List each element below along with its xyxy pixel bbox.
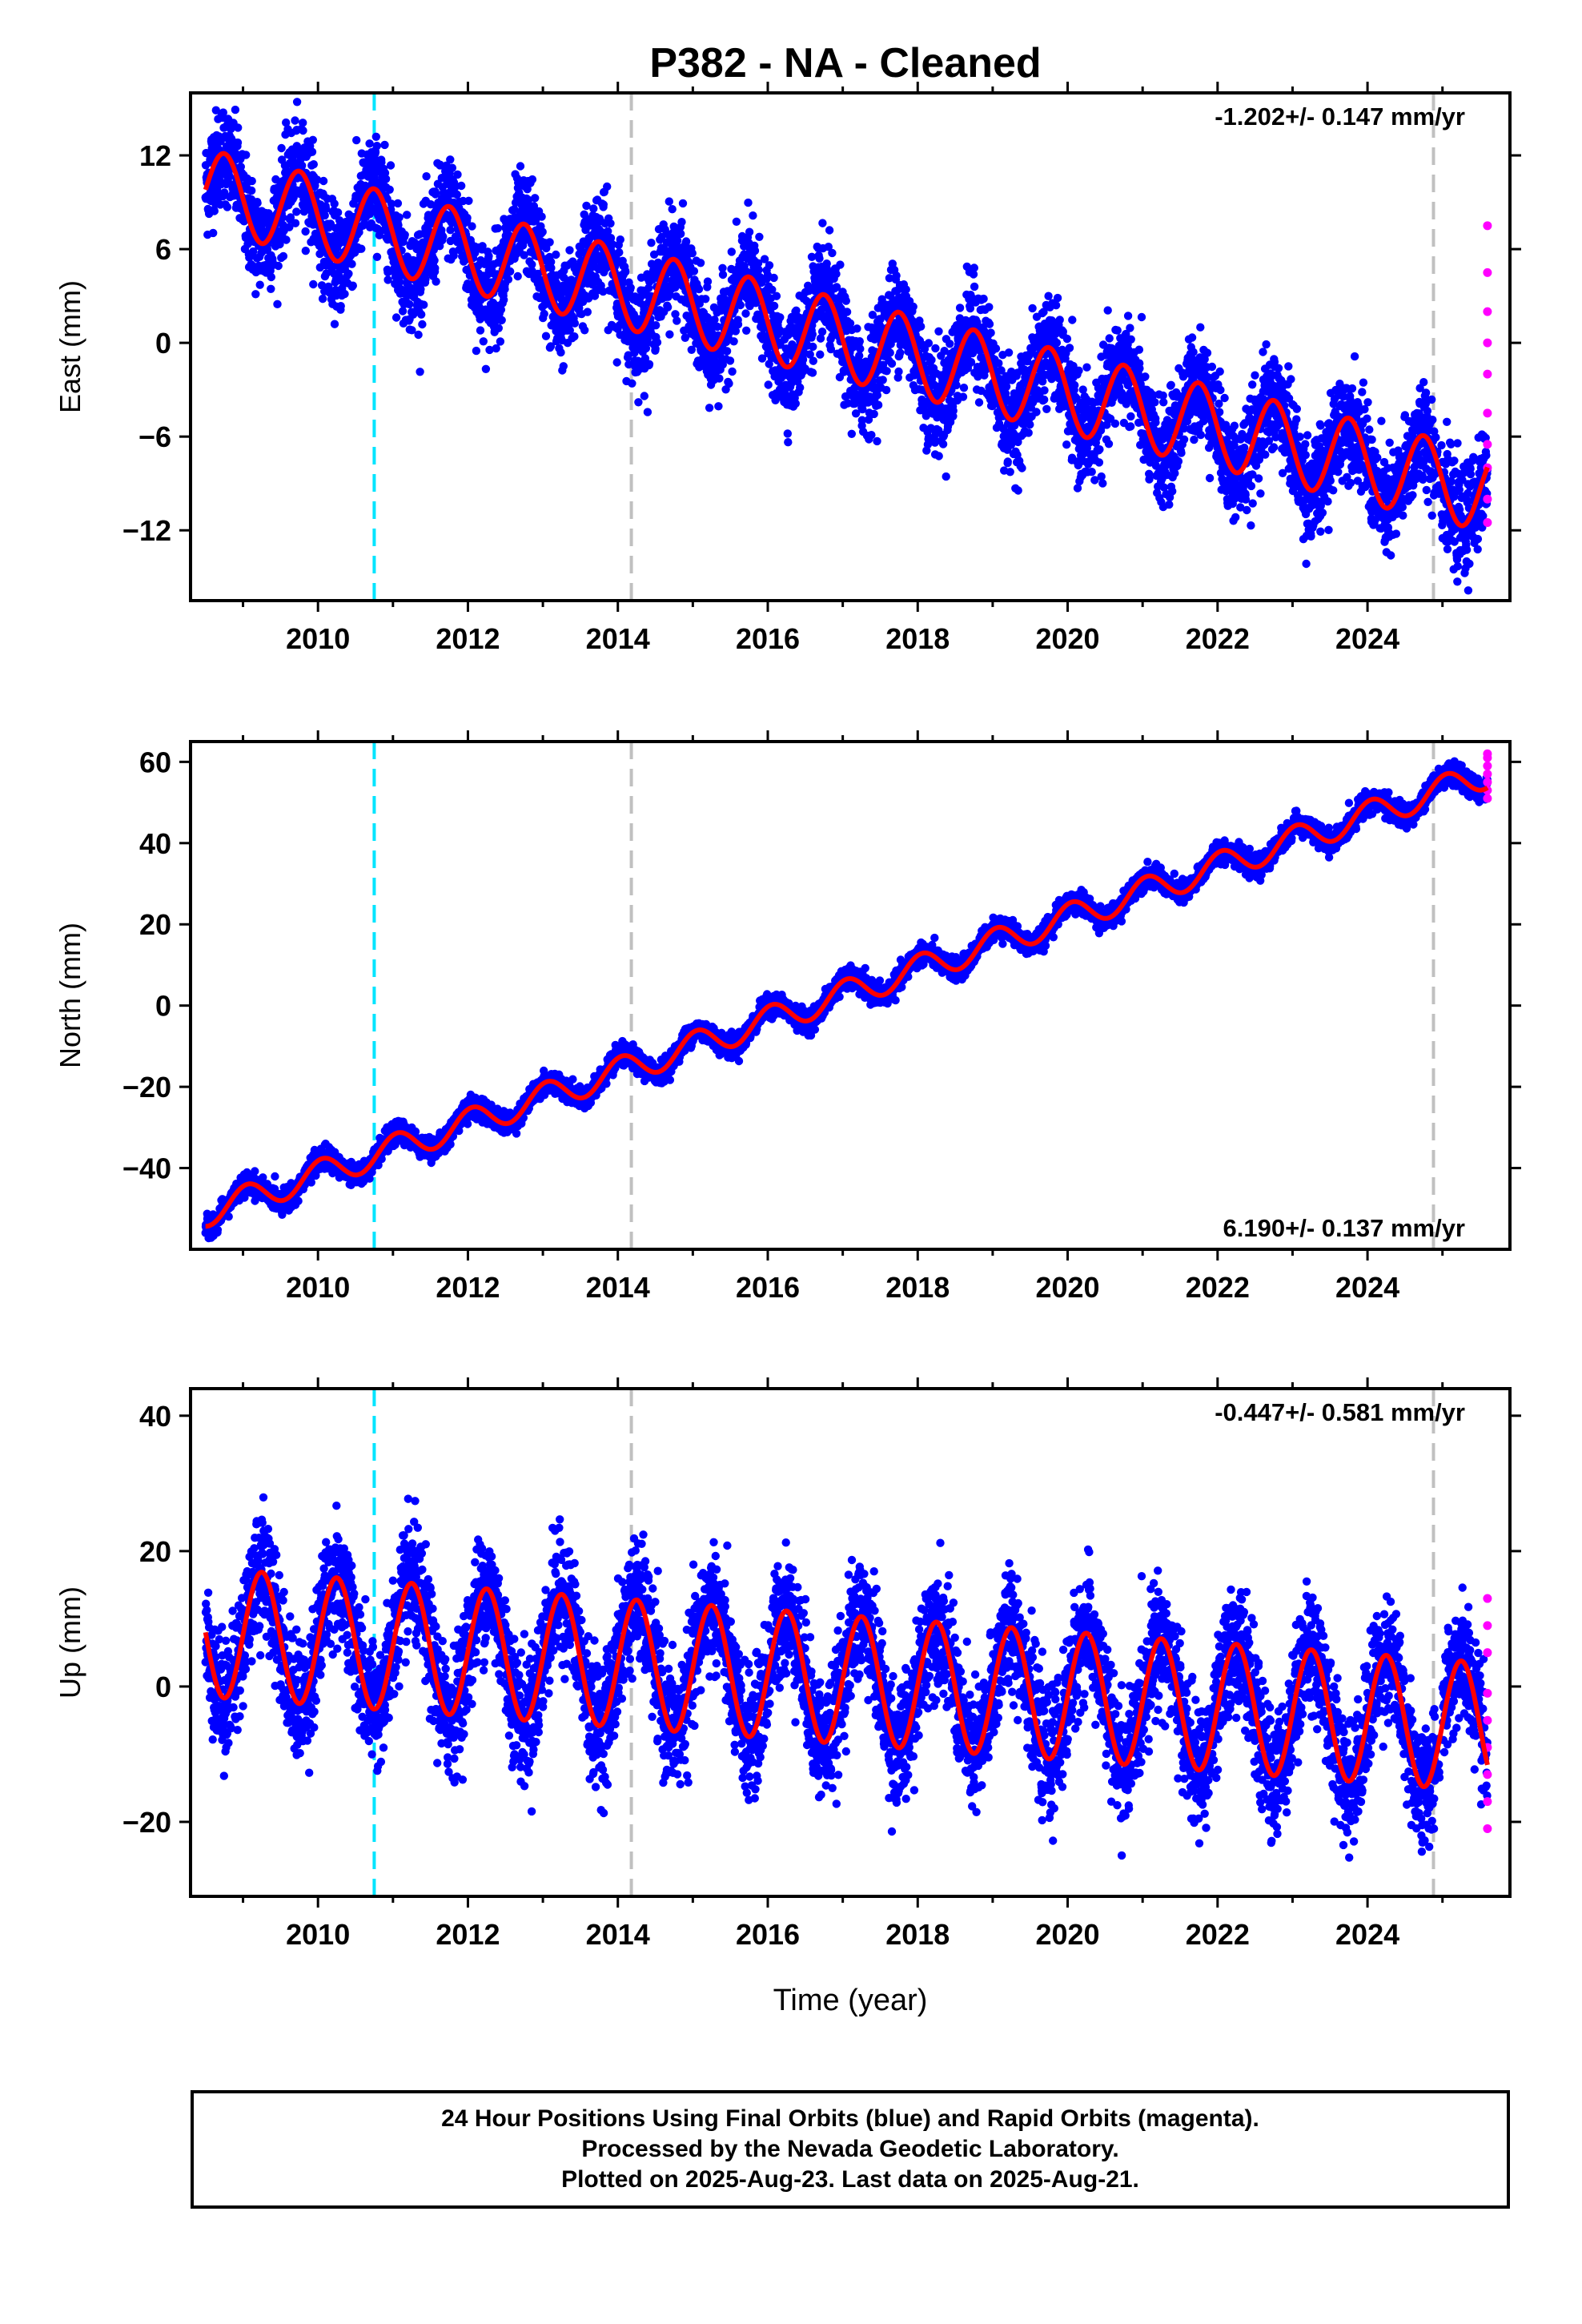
plot-area-east [201,93,1492,601]
x-tick-label: 2022 [1186,1918,1250,1951]
rapid-orbit-point [1483,1594,1492,1603]
y-tick-label: 60 [139,746,171,778]
panel-east: −12 −6 0 6 12 2010 2012 2014 2016 2018 2020 2022 202… [54,82,1521,655]
rapid-orbit-point [1483,1797,1492,1807]
y-tick-label: −20 [122,1071,171,1104]
y-tick-label: 20 [139,1535,171,1568]
rapid-orbit-point [1483,761,1492,770]
x-tick-label: 2024 [1335,622,1399,655]
y-tick-label: 0 [155,327,171,360]
x-tick-label: 2024 [1335,1918,1399,1951]
rapid-orbit-point [1483,307,1492,316]
x-tick-label: 2014 [586,1271,650,1304]
y-tick-label: 40 [139,827,171,860]
y-tick-label: 20 [139,908,171,941]
rapid-orbit-point [1483,440,1492,449]
rapid-orbit-point [1483,1823,1492,1833]
x-tick-label: 2024 [1335,1271,1399,1304]
x-tick-label: 2014 [586,622,650,655]
rapid-orbit-point [1483,517,1492,527]
panel-frame-up [189,1387,1512,1898]
rapid-orbit-point [1483,221,1492,231]
rapid-orbit-point [1483,338,1492,348]
x-tick-label: 2010 [286,1918,350,1951]
y-tick-label: 6 [155,233,171,266]
model-fit-line-north [205,770,1489,1229]
x-tick-label: 2010 [286,622,350,655]
y-tick-label: −12 [122,514,171,547]
rapid-orbit-point [1483,778,1492,787]
rate-label-east: -1.202+/- 0.147 mm/yr [1215,103,1465,131]
plot-area-north [201,742,1492,1249]
x-tick-label: 2020 [1035,622,1099,655]
y-axis-label-east: East (mm) [54,280,86,413]
x-tick-label: 2022 [1186,1271,1250,1304]
y-tick-label: −6 [139,420,171,453]
plot-area-up [201,1389,1492,1896]
x-tick-label: 2022 [1186,622,1250,655]
x-tick-label: 2020 [1035,1271,1099,1304]
rapid-orbit-point [1483,1648,1492,1658]
rate-label-north: 6.190+/- 0.137 mm/yr [1223,1214,1465,1242]
y-tick-label: 0 [155,990,171,1023]
rapid-orbit-point [1483,749,1492,758]
rapid-orbit-point [1483,408,1492,418]
x-axis-label: Time (year) [773,1984,928,2017]
x-tick-label: 2016 [736,1271,800,1304]
footer-line-2: Processed by the Nevada Geodetic Laborat… [581,2136,1119,2162]
y-tick-label: 12 [139,139,171,172]
footer-line-3: Plotted on 2025-Aug-23. Last data on 202… [561,2166,1139,2193]
x-tick-label: 2014 [586,1918,650,1951]
y-axis-label-up: Up (mm) [54,1586,86,1699]
model-fit-line-up [203,1570,1490,1790]
rapid-orbit-point [1483,770,1492,779]
x-tick-label: 2018 [885,622,950,655]
panel-north: −40 −20 0 20 40 60 2010 2012 2014 2016 2018 2020 202… [54,730,1521,1304]
panel-frame-east [189,91,1512,602]
chart-title: P382 - NA - Cleaned [649,40,1041,86]
rapid-orbit-point [1483,1715,1492,1725]
rapid-orbit-point [1483,1621,1492,1630]
x-tick-label: 2016 [736,1918,800,1951]
y-tick-label: −40 [122,1152,171,1185]
x-tick-label: 2012 [436,622,500,655]
rapid-orbit-point [1483,494,1492,504]
y-tick-label: 40 [139,1400,171,1433]
footer-line-1: 24 Hour Positions Using Final Orbits (bl… [441,2105,1259,2132]
y-tick-label: 0 [155,1671,171,1703]
y-axis-label-north: North (mm) [54,923,86,1068]
rapid-orbit-point [1483,369,1492,379]
rapid-orbit-point [1483,794,1492,803]
x-tick-label: 2016 [736,622,800,655]
x-tick-label: 2018 [885,1271,950,1304]
panel-up: −20 0 20 40 2010 2012 2014 2016 2018 2020 2022 2024… [54,1377,1521,1951]
rate-label-up: -0.447+/- 0.581 mm/yr [1215,1398,1465,1426]
x-tick-label: 2018 [885,1918,950,1951]
x-tick-label: 2012 [436,1918,500,1951]
x-tick-label: 2020 [1035,1918,1099,1951]
model-fit-line-east [203,151,1490,529]
x-tick-label: 2012 [436,1271,500,1304]
footer-box: 24 Hour Positions Using Final Orbits (bl… [191,2090,1510,2209]
final-orbit-points-north [201,757,1492,1243]
rapid-orbit-point [1483,1770,1492,1779]
x-tick-label: 2010 [286,1271,350,1304]
y-tick-label: −20 [122,1806,171,1839]
final-orbit-points-up [201,1493,1492,1862]
rapid-orbit-point [1483,1688,1492,1698]
rapid-orbit-point [1483,267,1492,277]
panel-frame-north [189,740,1512,1251]
